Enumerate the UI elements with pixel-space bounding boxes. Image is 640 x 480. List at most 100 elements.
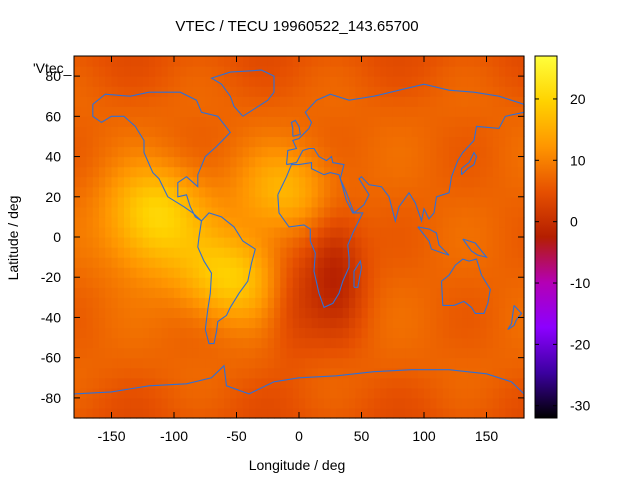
- heatmap-cell: [367, 96, 375, 107]
- heatmap-cell: [136, 307, 144, 319]
- heatmap-cell: [330, 347, 338, 359]
- heatmap-cell: [492, 206, 500, 218]
- heatmap-cell: [355, 186, 363, 198]
- heatmap-cell: [480, 267, 488, 278]
- heatmap-cell: [455, 196, 463, 208]
- heatmap-cell: [142, 317, 150, 329]
- heatmap-cell: [130, 347, 138, 359]
- heatmap-cell: [392, 166, 400, 178]
- coastline-great-britain: [290, 119, 301, 137]
- heatmap-cell: [230, 116, 238, 127]
- heatmap-cell: [499, 387, 506, 399]
- heatmap-cell: [342, 397, 350, 409]
- heatmap-cell: [474, 247, 481, 258]
- heatmap-cell: [374, 96, 381, 107]
- heatmap-cell: [280, 247, 288, 258]
- heatmap-cell: [167, 287, 175, 298]
- heatmap-cell: [142, 257, 150, 268]
- heatmap-cell: [480, 257, 488, 268]
- heatmap-cell: [349, 76, 356, 87]
- heatmap-cell: [211, 216, 219, 228]
- heatmap-cell: [417, 297, 425, 308]
- heatmap-cell: [461, 287, 469, 298]
- heatmap-cell: [124, 277, 131, 288]
- heatmap-cell: [111, 96, 119, 107]
- heatmap-cell: [361, 387, 369, 399]
- heatmap-cell: [386, 136, 394, 148]
- heatmap-cell: [430, 106, 438, 117]
- heatmap-cell: [192, 166, 200, 178]
- heatmap-cell: [224, 56, 231, 67]
- heatmap-cell: [180, 397, 188, 409]
- heatmap-cell: [155, 226, 163, 238]
- heatmap-cell: [111, 176, 119, 188]
- heatmap-cell: [336, 216, 344, 228]
- heatmap-cell: [336, 287, 344, 298]
- heatmap-cell: [180, 357, 188, 369]
- heatmap-cell: [174, 377, 181, 389]
- heatmap-cell: [236, 206, 244, 218]
- heatmap-cell: [317, 86, 325, 97]
- heatmap-cell: [424, 407, 431, 419]
- heatmap-cell: [361, 307, 369, 319]
- heatmap-cell: [199, 257, 206, 268]
- heatmap-cell: [242, 397, 250, 409]
- heatmap-cell: [436, 86, 444, 97]
- heatmap-cell: [330, 267, 338, 278]
- heatmap-cell: [349, 116, 356, 127]
- heatmap-cell: [380, 247, 388, 258]
- heatmap-cell: [167, 116, 175, 127]
- heatmap-cell: [205, 226, 213, 238]
- heatmap-cell: [374, 267, 381, 278]
- heatmap-cell: [92, 146, 100, 158]
- heatmap-cell: [442, 96, 450, 107]
- heatmap-cell: [199, 387, 206, 399]
- heatmap-cell: [199, 216, 206, 228]
- heatmap-cell: [317, 247, 325, 258]
- heatmap-cell: [74, 66, 81, 77]
- heatmap-cell: [405, 226, 413, 238]
- heatmap-cell: [324, 277, 331, 288]
- heatmap-cell: [167, 367, 175, 379]
- heatmap-cell: [342, 206, 350, 218]
- heatmap-cell: [436, 126, 444, 138]
- heatmap-cell: [374, 257, 381, 268]
- heatmap-cell: [386, 86, 394, 97]
- heatmap-cell: [186, 277, 194, 288]
- heatmap-cell: [424, 166, 431, 178]
- heatmap-cell: [205, 106, 213, 117]
- heatmap-cell: [299, 367, 306, 379]
- heatmap-cell: [517, 146, 525, 158]
- heatmap-cell: [242, 86, 250, 97]
- heatmap-cell: [255, 176, 263, 188]
- heatmap-cell: [86, 116, 94, 127]
- heatmap-cell: [224, 287, 231, 298]
- heatmap-cell: [286, 56, 294, 67]
- heatmap-cell: [105, 307, 113, 319]
- heatmap-cell: [399, 257, 406, 268]
- heatmap-cell: [492, 297, 500, 308]
- heatmap-cell: [486, 126, 494, 138]
- heatmap-cell: [142, 156, 150, 168]
- heatmap-cell: [142, 56, 150, 67]
- heatmap-cell: [305, 397, 313, 409]
- heatmap-cell: [355, 307, 363, 319]
- heatmap-cell: [167, 86, 175, 97]
- heatmap-cell: [367, 76, 375, 87]
- heatmap-cell: [367, 146, 375, 158]
- heatmap-cell: [499, 247, 506, 258]
- heatmap-cell: [424, 56, 431, 67]
- heatmap-cell: [405, 367, 413, 379]
- heatmap-cell: [217, 206, 225, 218]
- heatmap-cell: [192, 297, 200, 308]
- heatmap-cell: [274, 257, 281, 268]
- heatmap-cell: [349, 357, 356, 369]
- heatmap-cell: [392, 206, 400, 218]
- heatmap-cell: [361, 347, 369, 359]
- heatmap-cell: [224, 66, 231, 77]
- heatmap-cell: [305, 76, 313, 87]
- heatmap-cell: [92, 76, 100, 87]
- heatmap-cell: [192, 96, 200, 107]
- heatmap-cell: [517, 377, 525, 389]
- heatmap-cell: [355, 397, 363, 409]
